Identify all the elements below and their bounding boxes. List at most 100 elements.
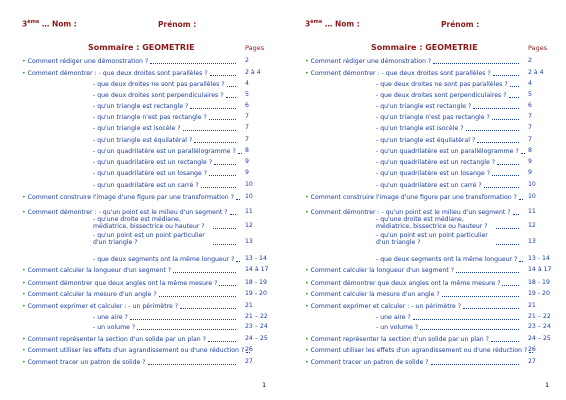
leader [490, 341, 519, 342]
entry-page: 18 - 19 [528, 279, 550, 286]
grade-sup: ème [27, 19, 40, 25]
bullet: • [22, 347, 26, 354]
toc-entry: • Comment construire l'image d'une figure… [305, 194, 523, 201]
entry-page: 7 [245, 136, 249, 143]
leader [491, 119, 519, 120]
bullet: • [305, 291, 309, 298]
entry-page: 26 [245, 346, 253, 353]
entry-text: - que deux droites ne sont pas parallèle… [93, 81, 225, 88]
entry-page: 14 à 17 [528, 266, 552, 273]
entry-page: 9 [528, 158, 532, 165]
entry-page: 5 [528, 91, 532, 98]
toc-entry: • Comment démontrer que deux angles ont l… [305, 280, 521, 287]
toc-entry: • Comment utiliser les effets d'un agrand… [305, 347, 534, 354]
entry-page: 19 - 20 [528, 290, 550, 297]
header-left: 3ème … Nom : [305, 19, 360, 29]
leader [237, 153, 242, 154]
entry-text: Comment rédiger une démonstration ? [310, 58, 432, 65]
leader [182, 130, 236, 131]
entry-page: 12 [245, 222, 253, 229]
entry-page: 7 [245, 113, 249, 120]
footer-page-number: 1 [262, 381, 267, 389]
entry-page: 10 [245, 181, 253, 188]
entry-text: - un volume ? [376, 324, 419, 331]
toc-entry: - un volume ? [376, 324, 521, 331]
pages-label: Pages [528, 44, 548, 52]
entry-page: 27 [245, 358, 253, 365]
entry-text: Comment utiliser les effets d'un agrandi… [27, 347, 245, 354]
leader [496, 228, 519, 229]
leader [226, 86, 236, 87]
toc-entry: • Comment représenter la section d'un sol… [22, 336, 238, 343]
entry-text: Comment calculer la mesure d'un angle ? [27, 291, 157, 298]
bullet: • [305, 280, 309, 287]
toc-entry: - une aire ? [93, 314, 238, 321]
toc-entry: - qu'un quadrilatère est un losange ? [93, 170, 238, 177]
toc-entry: • Comment exprimer et calculer : - un pér… [22, 303, 238, 310]
entry-text: - qu'un point est un point particulier d… [376, 232, 488, 246]
toc-entry: - qu'un quadrilatère est un rectangle ? [376, 159, 521, 166]
entry-text: - que deux segments ont la même longueur… [93, 256, 235, 263]
entry-text: - qu'un point est un point particulier d… [93, 232, 205, 246]
toc-entry: - qu'un quadrilatère est un carré ? [376, 182, 521, 189]
entry-text: Comment démontrer : - que deux droites s… [27, 70, 208, 77]
toc-entry: • Comment tracer un patron de solide ? [22, 359, 238, 366]
leader [235, 199, 240, 200]
entry-text: Comment démontrer : - qu'un point est le… [27, 209, 228, 216]
firstname-label: Prénom : [158, 20, 197, 29]
entry-text: - qu'une droite est médiane, médiatrice,… [93, 216, 205, 230]
entry-text: - qu'un quadrilatère est un losange ? [376, 170, 490, 177]
pages-label: Pages [245, 44, 265, 52]
entry-text: Comment calculer la longueur d'un segmen… [310, 267, 455, 274]
grade: 3 [305, 19, 311, 29]
entry-page: 8 [528, 147, 532, 154]
entry-text: Comment démontrer que deux angles ont la… [310, 280, 501, 287]
entry-text: - que deux droites sont perpendiculaires… [93, 92, 224, 99]
entry-text: - qu'un quadrilatère est un parallélogra… [93, 148, 236, 155]
leader [477, 142, 519, 143]
toc-entry: - que deux droites sont perpendiculaires… [376, 92, 521, 99]
entry-page: 6 [528, 102, 532, 109]
entry-text: Comment calculer la longueur d'un segmen… [27, 267, 172, 274]
entry-page: 4 [528, 80, 532, 87]
bullet: • [22, 267, 26, 274]
bullet: • [22, 303, 26, 310]
entry-text: Comment rédiger une démonstration ? [27, 58, 149, 65]
entry-text: Comment tracer un patron de solide ? [310, 359, 429, 366]
leader [200, 187, 236, 188]
entry-page: 26 [528, 346, 536, 353]
toc-entry: - qu'un quadrilatère est un parallélogra… [93, 148, 242, 155]
leader [496, 244, 519, 245]
leader [150, 63, 236, 64]
leader [208, 119, 236, 120]
leader [190, 108, 236, 109]
toc-entry: • Comment tracer un patron de solide ? [305, 359, 521, 366]
toc-entry: - que deux droites ne sont pas parallèle… [93, 81, 238, 88]
bullet: • [305, 359, 309, 366]
entry-page: 7 [528, 113, 532, 120]
entry-page: 7 [528, 124, 532, 131]
leader [473, 108, 519, 109]
entry-text: - qu'un triangle n'est pas rectangle ? [376, 114, 490, 121]
toc-entry: - qu'un point est un point particulier d… [93, 232, 238, 246]
entry-text: Comment utiliser les effets d'un agrandi… [310, 347, 528, 354]
entry-text: - qu'un triangle n'est pas rectangle ? [93, 114, 207, 121]
entry-page: 24 – 25 [528, 335, 551, 342]
toc-entry: • Comment exprimer et calculer : - un pér… [305, 303, 521, 310]
leader [509, 86, 519, 87]
entry-text: - que deux droites sont perpendiculaires… [376, 92, 507, 99]
leader [158, 296, 236, 297]
leader [214, 164, 236, 165]
toc-entry: • Comment calculer la mesure d'un angle ? [22, 291, 238, 298]
entry-page: 5 [245, 91, 249, 98]
toc-entry: • Comment représenter la section d'un sol… [305, 336, 521, 343]
entry-page: 9 [245, 158, 249, 165]
entry-page: 11 [528, 208, 536, 215]
toc-entry: - qu'un triangle est équilatéral ? [93, 137, 238, 144]
entry-page: 2 [245, 57, 249, 64]
leader [430, 364, 519, 365]
bullet: • [22, 336, 26, 343]
entry-text: Comment tracer un patron de solide ? [27, 359, 146, 366]
entry-text: - une aire ? [93, 314, 128, 321]
entry-page: 13 [528, 238, 536, 245]
